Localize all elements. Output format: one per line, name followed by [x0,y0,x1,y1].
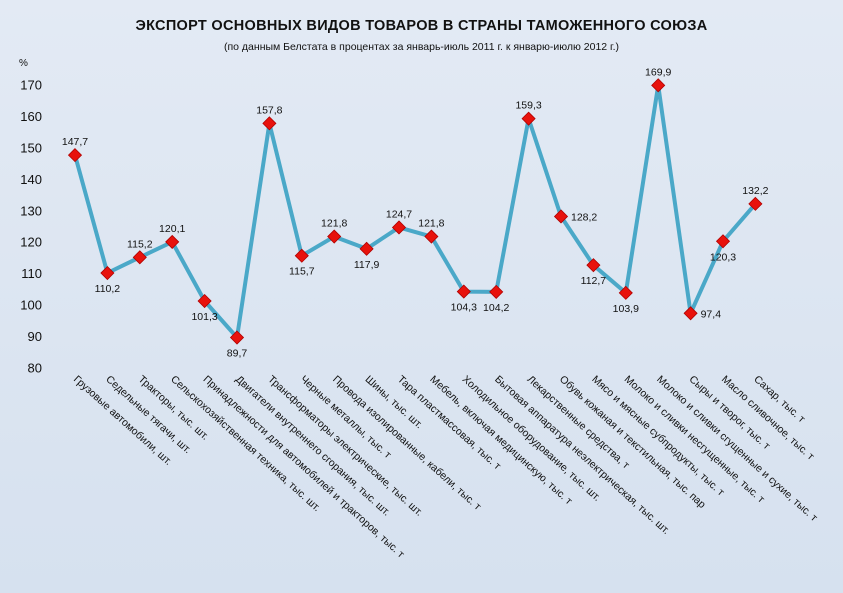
data-label: 115,2 [127,238,153,250]
y-tick-label: 140 [20,172,42,187]
data-point-marker [521,111,536,126]
data-point-marker [651,78,666,93]
data-label: 104,2 [483,302,509,314]
data-label: 124,7 [386,208,412,220]
data-point-marker [262,116,277,131]
data-label: 169,9 [645,66,671,78]
x-tick-label: Провода изолированные, кабели, тыс. т [330,373,483,513]
data-point-marker [424,229,439,244]
data-point-marker [683,306,698,321]
data-label: 97,4 [701,308,722,320]
y-tick-label: 130 [20,203,42,218]
data-label: 110,2 [95,283,121,295]
y-axis-unit: % [19,58,28,69]
data-label: 117,9 [354,259,380,271]
y-tick-label: 80 [28,361,42,376]
data-label: 128,2 [571,211,597,223]
data-label: 147,7 [62,136,88,148]
data-point-marker [197,293,212,309]
y-tick-label: 100 [20,298,42,313]
y-tick-label: 90 [28,329,42,344]
data-point-marker [391,220,407,235]
data-point-marker [748,196,763,211]
data-point-marker [100,265,115,281]
data-point-marker [327,229,342,244]
data-label: 157,8 [256,104,282,116]
data-label: 89,7 [227,347,248,359]
data-label: 120,1 [159,223,185,235]
data-point-marker [456,284,471,299]
data-point-marker [359,241,374,256]
data-label: 101,3 [191,311,217,323]
data-point-marker [165,234,180,249]
data-point-marker [67,148,83,163]
data-label: 121,8 [418,218,444,230]
chart-title: ЭКСПОРТ ОСНОВНЫХ ВИДОВ ТОВАРОВ В СТРАНЫ … [135,18,708,34]
data-point-marker [586,258,601,273]
data-label: 159,3 [515,100,541,112]
series-line [73,83,758,340]
x-tick-label: Сельскохозяйственная техника, тыс. шт. [168,373,323,514]
y-tick-label: 170 [20,78,42,93]
data-point-marker [553,209,569,224]
data-point-marker [229,330,245,345]
y-tick-label: 110 [21,266,42,281]
data-label: 104,3 [451,302,477,314]
data-label: 132,2 [742,185,768,197]
data-point-marker [294,248,309,263]
data-label: 120,3 [710,251,736,263]
data-label: 103,9 [613,303,639,315]
data-label: 112,7 [581,275,607,287]
y-tick-label: 150 [20,140,42,155]
data-label: 121,8 [321,218,347,230]
data-label: 115,7 [289,266,315,278]
data-point-marker [715,234,731,249]
y-tick-label: 120 [20,235,42,250]
data-point-marker [489,284,504,299]
y-tick-label: 160 [20,109,42,124]
chart-subtitle: (по данным Белстата в процентах за январ… [223,41,620,53]
data-point-marker [132,250,147,265]
data-point-marker [618,285,633,300]
